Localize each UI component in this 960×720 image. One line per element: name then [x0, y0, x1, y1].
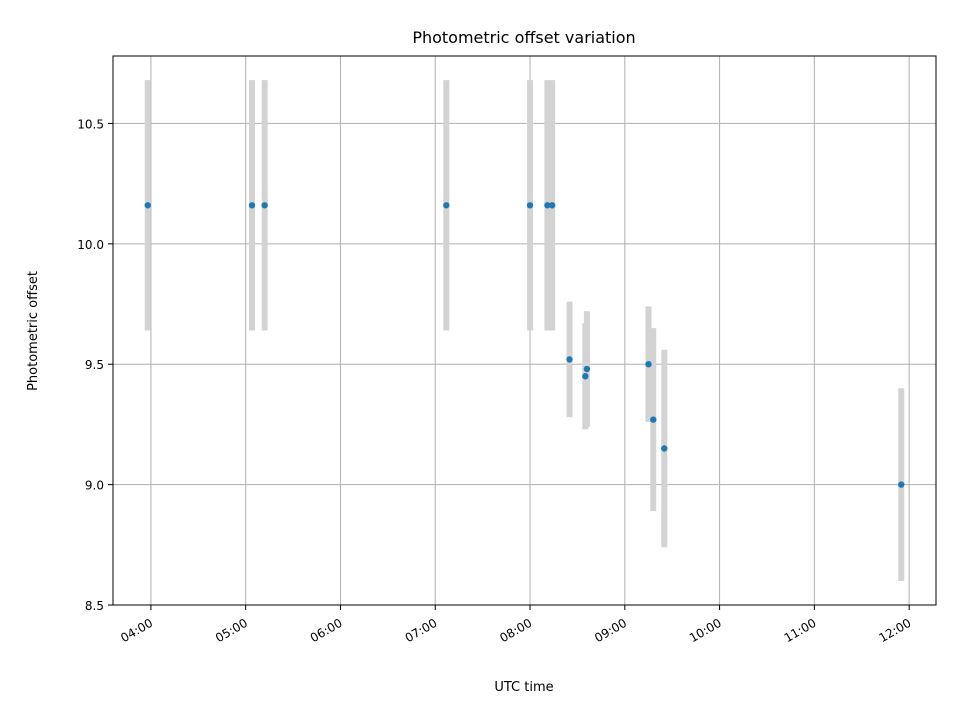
data-point: [898, 481, 905, 488]
y-tick-label: 10.0: [77, 238, 104, 252]
data-point: [583, 365, 591, 373]
data-point: [443, 202, 450, 209]
data-point: [645, 361, 652, 368]
y-tick-label: 9.0: [85, 479, 104, 493]
data-point: [144, 202, 151, 209]
data-point: [661, 445, 668, 452]
data-points: [144, 202, 905, 488]
data-point: [582, 373, 589, 380]
data-point: [544, 202, 551, 209]
y-tick-label: 8.5: [85, 599, 104, 613]
y-axis-label: Photometric offset: [26, 271, 41, 391]
data-point: [261, 202, 268, 209]
data-point: [566, 356, 573, 363]
data-point: [526, 202, 534, 209]
data-point: [248, 202, 256, 209]
data-point: [650, 416, 657, 423]
plot-frame: [112, 55, 937, 606]
chart-title: Photometric offset variation: [412, 28, 635, 47]
data-point: [548, 202, 556, 209]
y-tick-label: 10.5: [77, 117, 104, 131]
y-tick-label: 9.5: [85, 358, 104, 372]
x-axis-label: UTC time: [494, 680, 553, 695]
